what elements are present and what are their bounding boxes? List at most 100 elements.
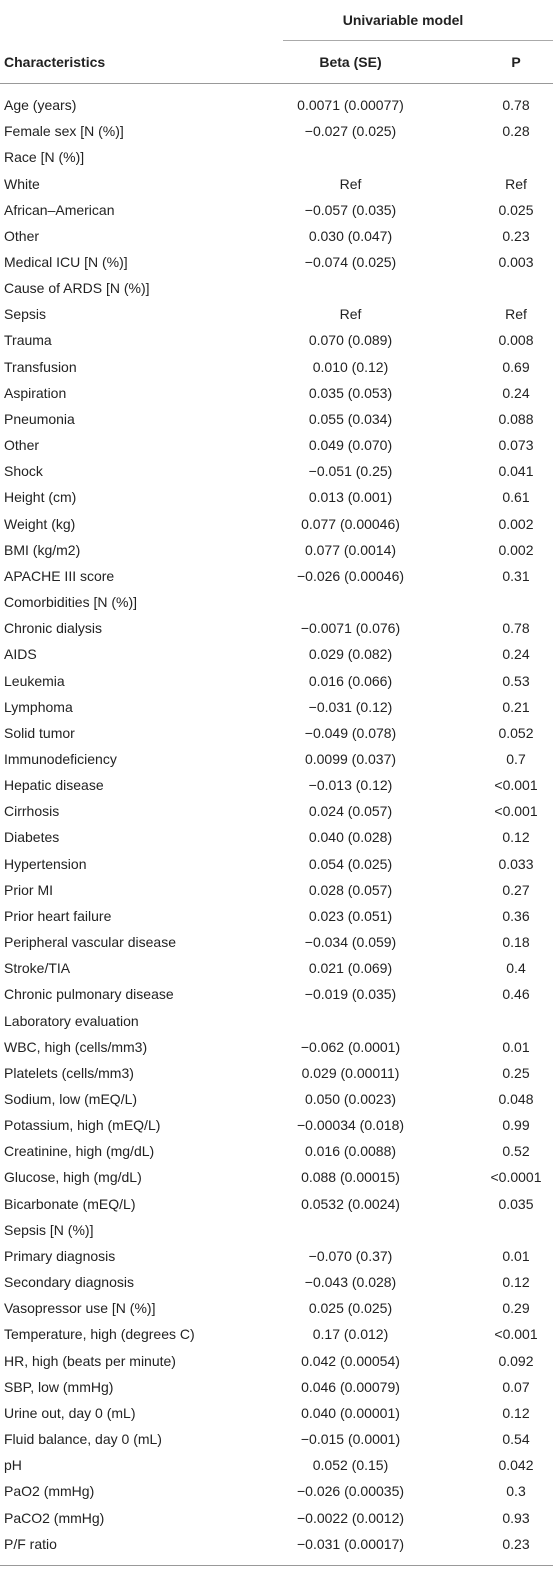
beta-cell: 0.013 (0.001) xyxy=(308,489,393,506)
p-cell: 0.003 xyxy=(498,254,534,271)
beta-cell: 0.025 (0.025) xyxy=(308,1300,393,1317)
p-cell: Ref xyxy=(505,306,527,323)
empty-cell xyxy=(283,589,418,615)
p-cell: 0.52 xyxy=(502,1143,530,1160)
row-label: APACHE III score xyxy=(4,567,115,584)
table-row: WBC, high (cells/mm3) −0.062 (0.0001) 0.01 xyxy=(0,1034,553,1060)
column-header: Beta (SE) xyxy=(283,41,418,84)
p-cell: 0.088 xyxy=(498,410,534,427)
table-row: Potassium, high (mEQ/L) −0.00034 (0.018) 0… xyxy=(0,1112,553,1138)
row-label: PaCO2 (mmHg) xyxy=(4,1509,105,1526)
beta-cell: 0.077 (0.00046) xyxy=(301,515,400,532)
table-row: Aspiration 0.035 (0.053) 0.24 xyxy=(0,380,553,406)
row-label: Weight (kg) xyxy=(4,515,76,532)
empty-cell xyxy=(418,275,553,301)
p-cell: 0.78 xyxy=(502,97,530,114)
beta-cell: −0.0022 (0.0012) xyxy=(296,1509,405,1526)
row-label: Other xyxy=(4,437,40,454)
empty-cell xyxy=(418,1007,553,1033)
p-cell: 0.12 xyxy=(502,829,530,846)
beta-cell: 0.028 (0.057) xyxy=(308,881,393,898)
beta-cell: 0.054 (0.025) xyxy=(308,855,393,872)
beta-cell: −0.027 (0.025) xyxy=(304,123,397,140)
row-label: Platelets (cells/mm3) xyxy=(4,1064,134,1081)
beta-cell: −0.013 (0.12) xyxy=(308,777,393,794)
table-row: Cause of ARDS [N (%)] xyxy=(0,275,553,301)
table-row: APACHE III score −0.026 (0.00046) 0.31 xyxy=(0,563,553,589)
row-label: HR, high (beats per minute) xyxy=(4,1352,176,1369)
beta-cell: 0.040 (0.00001) xyxy=(301,1404,400,1421)
p-cell: 0.048 xyxy=(498,1091,534,1108)
beta-cell: −0.074 (0.025) xyxy=(304,254,397,271)
p-cell: 0.01 xyxy=(502,1247,530,1264)
row-label: Hypertension xyxy=(4,855,87,872)
row-label: Fluid balance, day 0 (mL) xyxy=(4,1431,162,1448)
table-row: Vasopressor use [N (%)] 0.025 (0.025) 0.29 xyxy=(0,1295,553,1321)
row-label: BMI (kg/m2) xyxy=(4,541,81,558)
p-cell: 0.07 xyxy=(502,1378,530,1395)
p-cell: 0.93 xyxy=(502,1509,530,1526)
table-row: HR, high (beats per minute) 0.042 (0.0005… xyxy=(0,1348,553,1374)
p-cell: 0.24 xyxy=(502,384,530,401)
beta-cell: 0.070 (0.089) xyxy=(308,332,393,349)
row-label: Potassium, high (mEQ/L) xyxy=(4,1117,161,1134)
row-label: Cause of ARDS [N (%)] xyxy=(4,280,150,297)
row-label: Bicarbonate (mEQ/L) xyxy=(4,1195,136,1212)
table-row: Urine out, day 0 (mL) 0.040 (0.00001) 0.12 xyxy=(0,1400,553,1426)
beta-cell: 0.0099 (0.037) xyxy=(304,750,397,767)
beta-cell: −0.026 (0.00035) xyxy=(296,1483,405,1500)
beta-cell: 0.052 (0.15) xyxy=(312,1457,389,1474)
row-label: Peripheral vascular disease xyxy=(4,934,176,951)
row-label: White xyxy=(4,175,40,192)
row-label: Chronic dialysis xyxy=(4,620,103,637)
row-label: Other xyxy=(4,227,40,244)
p-cell: 0.27 xyxy=(502,881,530,898)
row-label: Lymphoma xyxy=(4,698,73,715)
table-row: Pneumonia 0.055 (0.034) 0.088 xyxy=(0,406,553,432)
table-row: Lymphoma −0.031 (0.12) 0.21 xyxy=(0,694,553,720)
p-cell: 0.052 xyxy=(498,724,534,741)
beta-cell: −0.043 (0.028) xyxy=(304,1274,397,1291)
p-cell: 0.46 xyxy=(502,986,530,1003)
p-cell: 0.28 xyxy=(502,123,530,140)
p-cell: 0.61 xyxy=(502,489,530,506)
beta-cell: Ref xyxy=(339,175,362,192)
p-cell: 0.025 xyxy=(498,201,534,218)
table-row: pH 0.052 (0.15) 0.042 xyxy=(0,1452,553,1478)
beta-cell: 0.035 (0.053) xyxy=(308,384,393,401)
table-row: Glucose, high (mg/dL) 0.088 (0.00015) <0.0… xyxy=(0,1164,553,1190)
p-cell: <0.001 xyxy=(494,777,538,794)
table-row: Height (cm) 0.013 (0.001) 0.61 xyxy=(0,484,553,510)
row-label: Shock xyxy=(4,463,43,480)
table-row: Fluid balance, day 0 (mL) −0.015 (0.0001)… xyxy=(0,1426,553,1452)
beta-cell: 0.049 (0.070) xyxy=(308,437,393,454)
table-row: Immunodeficiency 0.0099 (0.037) 0.7 xyxy=(0,746,553,772)
p-cell: 0.53 xyxy=(502,672,530,689)
table-row: Other 0.049 (0.070) 0.073 xyxy=(0,432,553,458)
p-cell: 0.008 xyxy=(498,332,534,349)
beta-cell: −0.015 (0.0001) xyxy=(300,1431,401,1448)
p-cell: 0.23 xyxy=(418,1531,553,1566)
row-label: pH xyxy=(4,1457,22,1474)
table-row: Primary diagnosis −0.070 (0.37) 0.01 xyxy=(0,1243,553,1269)
row-label: Age (years) xyxy=(4,97,77,114)
table-row: African–American −0.057 (0.035) 0.025 xyxy=(0,197,553,223)
beta-cell: 0.024 (0.057) xyxy=(308,803,393,820)
beta-cell: 0.088 (0.00015) xyxy=(301,1169,400,1186)
beta-cell: 0.055 (0.034) xyxy=(308,410,393,427)
beta-cell: Ref xyxy=(339,306,362,323)
row-label: Sepsis xyxy=(4,306,47,323)
row-label: AIDS xyxy=(4,646,37,663)
row-label: Aspiration xyxy=(4,384,67,401)
row-label: Secondary diagnosis xyxy=(4,1274,134,1291)
row-label: Trauma xyxy=(4,332,52,349)
beta-cell: 0.042 (0.00054) xyxy=(301,1352,400,1369)
row-label: Urine out, day 0 (mL) xyxy=(4,1404,136,1421)
beta-cell: −0.057 (0.035) xyxy=(304,201,397,218)
group-header: Univariable model xyxy=(283,0,553,41)
table-row: Chronic dialysis −0.0071 (0.076) 0.78 xyxy=(0,615,553,641)
beta-cell: 0.010 (0.12) xyxy=(312,358,389,375)
table-row: SBP, low (mmHg) 0.046 (0.00079) 0.07 xyxy=(0,1374,553,1400)
row-label: Cirrhosis xyxy=(4,803,60,820)
